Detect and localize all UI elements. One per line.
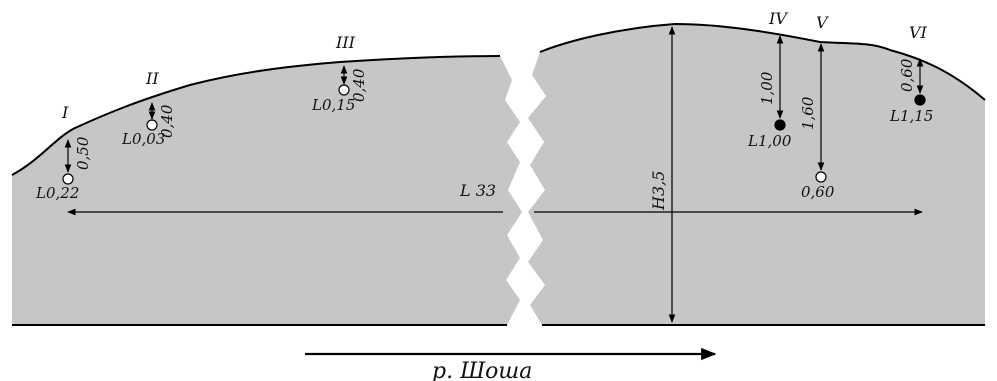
point-I-value: L0,22 bbox=[35, 184, 79, 202]
point-VI-filled-marker bbox=[914, 94, 926, 106]
point-II-label: II bbox=[145, 69, 159, 88]
point-VI-label: VI bbox=[909, 23, 928, 42]
point-I-label: I bbox=[61, 103, 69, 122]
river-label: р. Шоша bbox=[432, 359, 532, 381]
right-profile-area bbox=[528, 24, 985, 325]
point-III-open-marker bbox=[338, 84, 350, 96]
point-IV-depth: 1,00 bbox=[758, 71, 776, 105]
point-VI-depth: 0,60 bbox=[898, 58, 916, 92]
point-II: II 0,40 L0,03 bbox=[121, 69, 176, 148]
point-II-open-marker bbox=[146, 119, 158, 131]
point-III-depth: 0,40 bbox=[350, 68, 368, 102]
point-II-depth: 0,40 bbox=[158, 104, 176, 138]
point-V-label: V bbox=[816, 13, 829, 32]
point-V: V 1,60 0,60 bbox=[799, 13, 835, 201]
point-V-open-marker bbox=[815, 171, 827, 183]
point-III-label: III bbox=[335, 33, 356, 52]
point-VI: VI 0,60 L1,15 bbox=[889, 23, 933, 125]
point-I-depth: 0,50 bbox=[74, 136, 92, 170]
point-V-value: 0,60 bbox=[801, 183, 835, 201]
point-IV-filled-marker bbox=[774, 119, 786, 131]
point-III-value: L0,15 bbox=[311, 96, 355, 114]
point-V-depth: 1,60 bbox=[799, 96, 817, 130]
left-ground-surface-line bbox=[11, 55, 501, 176]
point-IV-value: L1,00 bbox=[747, 132, 792, 150]
height-label: H3,5 bbox=[649, 171, 668, 211]
left-profile-area bbox=[12, 56, 522, 325]
right-ground-surface-line bbox=[539, 22, 986, 101]
length-label: L 33 bbox=[459, 181, 496, 200]
point-III: III 0,40 L0,15 bbox=[311, 33, 368, 114]
point-IV-label: IV bbox=[768, 9, 788, 28]
point-I-open-marker bbox=[62, 173, 74, 185]
point-VI-value: L1,15 bbox=[889, 107, 933, 125]
point-I: I 0,50 L0,22 bbox=[35, 103, 92, 202]
point-II-value: L0,03 bbox=[121, 130, 165, 148]
point-IV: IV 1,00 L1,00 bbox=[747, 9, 792, 150]
